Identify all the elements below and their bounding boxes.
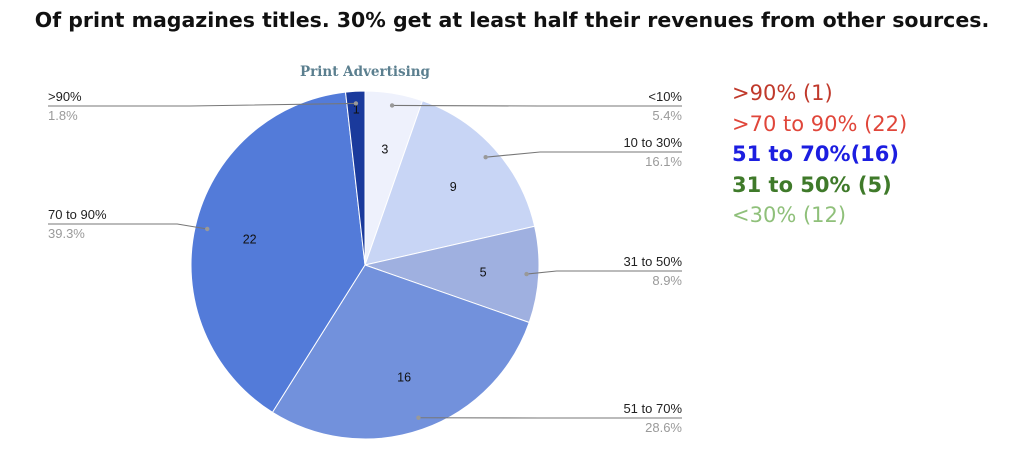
legend-item: >90% (1) <box>732 81 833 105</box>
callout-dot <box>205 226 210 232</box>
legend-item: 31 to 50% (5) <box>732 172 892 197</box>
slice-value-label: 9 <box>450 180 457 194</box>
callout-label: 31 to 50% <box>623 254 682 269</box>
callout-dot <box>416 415 421 420</box>
pie-slice <box>271 264 530 440</box>
pie-slice <box>344 90 366 266</box>
slice-value-label: 22 <box>243 233 257 247</box>
pie-slice <box>363 225 540 324</box>
callout-line <box>526 270 682 275</box>
legend-item: >70 to 90% (22) <box>732 111 908 136</box>
callout-dot <box>353 101 359 106</box>
pie-slice <box>364 100 536 266</box>
callout-percent: 1.8% <box>48 108 78 123</box>
callout-percent: 8.9% <box>652 273 682 288</box>
callout-label: 51 to 70% <box>623 401 682 416</box>
callout-percent: 16.1% <box>645 154 682 169</box>
legend-item: 51 to 70%(16) <box>732 142 899 166</box>
callout-dot <box>389 103 395 108</box>
slice-value-label: 3 <box>381 142 388 156</box>
pie-slice <box>190 91 366 414</box>
callout-dot <box>524 271 529 277</box>
callout-label: <10% <box>648 89 682 104</box>
slice-value-label: 16 <box>397 371 411 385</box>
slice-value-label: 5 <box>480 266 487 280</box>
callout-percent: 5.4% <box>652 108 682 123</box>
callout-percent: 28.6% <box>645 420 682 435</box>
slice-value-label: 1 <box>353 103 360 117</box>
chart-title: Print Advertising <box>300 64 431 80</box>
callout-line <box>392 104 682 107</box>
callout-dot <box>483 154 488 160</box>
callout-label: >90% <box>48 89 82 104</box>
callout-line <box>485 151 682 158</box>
callout-label: 10 to 30% <box>623 135 682 150</box>
legend-item: <30% (12) <box>732 203 847 227</box>
callout-percent: 39.3% <box>48 226 85 241</box>
callout-line <box>48 102 356 107</box>
callout-label: 70 to 90% <box>48 207 107 222</box>
headline: Of print magazines titles. 30% get at le… <box>34 8 990 32</box>
legend: >90% (1) >70 to 90% (22) 51 to 70%(16) 31 t… <box>732 78 907 231</box>
callout-line <box>48 223 208 230</box>
